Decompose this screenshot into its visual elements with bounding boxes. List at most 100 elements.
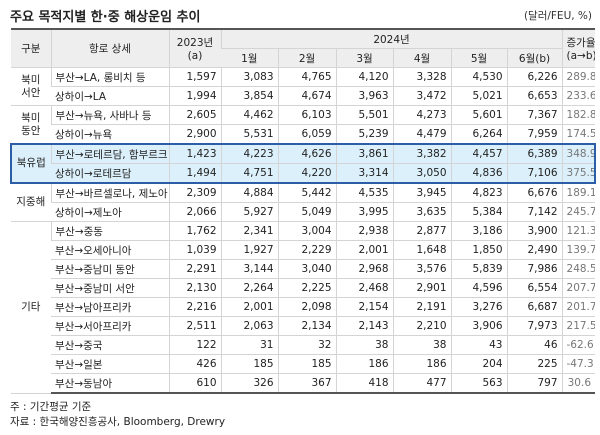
cell: 3,040 (277, 259, 336, 279)
header-text: 증가율 (566, 37, 596, 49)
cell: 43 (450, 335, 507, 355)
cell: 375.5 (561, 163, 597, 184)
table-row: 상하이→LA 1,994 3,854 4,674 3,963 3,472 5,021 6,65… (11, 86, 596, 106)
cell: 2,605 (168, 105, 221, 125)
cell: 563 (450, 373, 507, 394)
cell: 부산→중동 (50, 221, 169, 241)
cell: 부산→로테르담, 함부르크 등 (50, 143, 169, 164)
cell: 4,535 (335, 183, 393, 203)
cell: 4,462 (220, 105, 278, 125)
cell: 3,854 (220, 86, 278, 106)
cell: 348.9 (561, 143, 597, 164)
header-cell: 증가율 (a→b) (561, 28, 596, 68)
cell: 2,001 (335, 240, 393, 260)
header-text: (a→b) (566, 50, 596, 62)
table-row: 부산→중국 122 31 32 38 38 43 46 -62.6 (11, 335, 596, 355)
cell: 2,490 (506, 240, 563, 260)
cell: 2,468 (335, 278, 393, 298)
cell: 6,264 (450, 124, 507, 145)
cell: 부산→오세아니아 (51, 240, 169, 260)
cell: 2,229 (277, 240, 336, 260)
cell: 부산→남아프리카 (51, 297, 169, 317)
cell: -47.3 (561, 354, 596, 374)
table-row: 지중해 부산→바르셀로나, 제노아 등 2,309 4,884 5,442 4,535 3,… (11, 183, 596, 222)
cell: 상하이→로테르담 (51, 163, 169, 184)
group-cell: 북유럽 (10, 143, 51, 184)
cell: 3,328 (392, 67, 451, 87)
cell: 3,576 (392, 259, 451, 279)
cell: 4,223 (220, 143, 278, 164)
cell: 477 (392, 373, 451, 394)
table-row: 기타 부산→중동 1,762 2,341 3,004 2,938 2,877 3,186 3,9… (11, 221, 596, 394)
cell: 7,973 (506, 316, 563, 336)
cell: 1,994 (168, 86, 221, 106)
cell: 2,066 (168, 202, 221, 222)
cell: 426 (168, 354, 221, 374)
cell: 2,511 (168, 316, 221, 336)
cell: 610 (168, 373, 221, 394)
cell: 5,384 (450, 202, 507, 222)
cell: 3,276 (450, 297, 507, 317)
cell: 부산→서아프리카 (51, 316, 169, 336)
table-row: 부산→동남아 610 326 367 418 477 563 797 30.6 (11, 373, 596, 394)
cell: 217.5 (561, 316, 596, 336)
cell: 38 (392, 335, 451, 355)
cell: 30.6 (561, 373, 596, 394)
cell: 186 (335, 354, 393, 374)
cell: 207.7 (561, 278, 596, 298)
cell: 38 (335, 335, 393, 355)
header-text: (a) (187, 50, 203, 62)
header-cell: 1월 (221, 48, 278, 68)
notes: 주 : 기간평균 기준 자료 : 한국해양진흥공사, Bloomberg, Dr… (10, 400, 225, 430)
header-cell: 2월 (277, 48, 336, 68)
cell: 7,986 (506, 259, 563, 279)
cell: 4,884 (220, 183, 278, 203)
title: 주요 목적지별 한·중 해상운임 추이 (10, 9, 201, 25)
cell: 122 (168, 335, 221, 355)
cell: 2,877 (392, 221, 451, 241)
group-cell: 기타 (11, 221, 51, 394)
header-cell: 4월 (392, 48, 451, 68)
cell: 3,050 (392, 163, 451, 184)
cell: 245.7 (561, 202, 596, 222)
cell: 6,676 (506, 183, 563, 203)
cell: 2,001 (220, 297, 278, 317)
header-cell: 2024년 (220, 28, 563, 49)
cell: 부산→바르셀로나, 제노아 등 (50, 183, 169, 203)
cell: 1,597 (168, 67, 221, 87)
source: 자료 : 한국해양진흥공사, Bloomberg, Drewry (10, 416, 226, 428)
cell: 1,039 (168, 240, 221, 260)
cell: 부산→동남아 (51, 373, 169, 394)
table-row: 부산→일본 426 185 185 186 186 204 225 -47.3 (11, 354, 596, 374)
cell: 3,472 (392, 86, 451, 106)
cell: 3,186 (450, 221, 507, 241)
cell: 2,225 (277, 278, 336, 298)
cell: 4,823 (450, 183, 507, 203)
cell: 5,927 (220, 202, 278, 222)
cell: 797 (506, 373, 563, 394)
cell: 204 (450, 354, 507, 374)
cell: 5,531 (220, 124, 278, 145)
cell: 5,049 (277, 202, 336, 222)
table-row: 부산→남아프리카 2,216 2,001 2,098 2,154 2,191 3,276 6,… (11, 297, 596, 317)
cell: 2,901 (392, 278, 451, 298)
cell: 233.6 (561, 86, 596, 106)
cell: 1,762 (168, 221, 221, 241)
cell: 418 (335, 373, 393, 394)
header-cell: 3월 (335, 48, 393, 68)
table-body: 북미 서안 부산→LA, 롱비치 등 1,597 3,083 4,765 4,120 3,3… (10, 67, 597, 394)
cell: 185 (277, 354, 336, 374)
cell: 부산→중남미 서안 (51, 278, 169, 298)
cell: 5,239 (335, 124, 393, 145)
cell: 7,367 (506, 105, 563, 125)
cell: 3,083 (220, 67, 278, 87)
cell: 46 (506, 335, 563, 355)
cell: 186 (392, 354, 451, 374)
cell: 174.5 (561, 124, 596, 145)
table-row: 북미 동안 부산→뉴욕, 사바나 등 2,605 4,462 6,103 5,501 4,2… (11, 105, 596, 145)
cell: 2,968 (335, 259, 393, 279)
header-row: 1월 2월 3월 4월 5월 6월(b) (11, 48, 595, 68)
cell: 4,530 (450, 67, 507, 87)
cell: 1,648 (392, 240, 451, 260)
cell: 139.7 (561, 240, 596, 260)
